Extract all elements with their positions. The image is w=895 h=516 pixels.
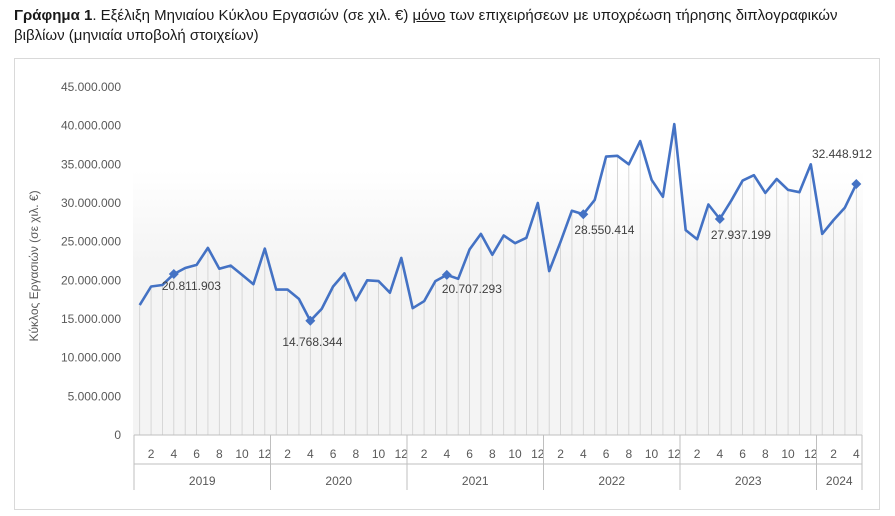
y-tick-label: 20.000.000 <box>61 273 121 287</box>
x-tick-label: 12 <box>668 447 682 461</box>
chart-caption: Γράφημα 1. Εξέλιξη Μηνιαίου Κύκλου Εργασ… <box>14 6 882 46</box>
x-tick-label: 8 <box>352 447 359 461</box>
series-line <box>138 122 858 323</box>
x-tick-label: 4 <box>853 447 860 461</box>
x-tick-label: 6 <box>603 447 610 461</box>
x-tick-label: 2 <box>421 447 428 461</box>
x-tick-label: 2 <box>557 447 564 461</box>
x-tick-label: 10 <box>508 447 522 461</box>
data-label: 14.768.344 <box>282 335 342 349</box>
x-tick-label: 8 <box>216 447 223 461</box>
data-label: 28.550.414 <box>574 223 634 237</box>
x-tick-label: 10 <box>645 447 659 461</box>
x-tick-label: 8 <box>762 447 769 461</box>
x-tick-label: 6 <box>193 447 200 461</box>
y-tick-label: 0 <box>114 428 121 442</box>
data-labels: 20.811.903 14.768.344 20.707.293 28.550.414… <box>162 147 873 349</box>
x-tick-label: 4 <box>716 447 723 461</box>
caption-underlined: μόνο <box>412 7 446 24</box>
y-tick-label: 45.000.000 <box>61 80 121 94</box>
year-label: 2024 <box>826 474 853 488</box>
data-point-marker <box>851 179 862 190</box>
x-tick-label: 6 <box>466 447 473 461</box>
data-label: 27.937.199 <box>711 228 771 242</box>
x-tick-label: 8 <box>489 447 496 461</box>
x-tick-label: 12 <box>258 447 272 461</box>
caption-part2: των επιχειρήσεων με υποχρέωση τήρησης δι… <box>14 7 838 44</box>
plot-background <box>133 170 863 435</box>
data-point-marker <box>305 315 316 326</box>
x-tick-label: 4 <box>170 447 177 461</box>
caption-prefix: Γράφημα 1 <box>14 7 93 24</box>
x-tick-label: 2 <box>148 447 155 461</box>
series-line-layer <box>138 122 862 326</box>
data-point-marker <box>168 269 179 280</box>
year-label: 2022 <box>598 474 625 488</box>
x-tick-label: 2 <box>830 447 837 461</box>
data-label: 20.707.293 <box>442 282 502 296</box>
year-label: 2019 <box>189 474 216 488</box>
x-tick-label: 12 <box>395 447 409 461</box>
x-tick-label: 12 <box>531 447 545 461</box>
x-tick-label: 12 <box>804 447 818 461</box>
data-label: 32.448.912 <box>812 147 872 161</box>
axes: 0 5.000.000 10.000.000 15.000.000 20.000.000… <box>27 80 863 490</box>
y-tick-label: 35.000.000 <box>61 157 121 171</box>
x-tick-label: 4 <box>443 447 450 461</box>
drop-lines <box>139 124 857 435</box>
x-tick-label: 8 <box>625 447 632 461</box>
data-point-marker <box>578 209 589 220</box>
year-label: 2023 <box>735 474 762 488</box>
y-axis-title: Κύκλος Εργασιών (σε χιλ. €) <box>27 190 41 341</box>
data-label: 20.811.903 <box>162 279 221 293</box>
y-tick-label: 15.000.000 <box>61 312 121 326</box>
caption-part1: . Εξέλιξη Μηνιαίου Κύκλου Εργασιών (σε χ… <box>92 7 413 24</box>
x-tick-label: 2 <box>284 447 291 461</box>
y-tick-label: 5.000.000 <box>68 389 122 403</box>
y-tick-label: 25.000.000 <box>61 235 121 249</box>
x-tick-label: 4 <box>580 447 587 461</box>
year-label: 2021 <box>462 474 489 488</box>
y-tick-label: 10.000.000 <box>61 351 121 365</box>
x-tick-label: 10 <box>372 447 386 461</box>
x-tick-label: 6 <box>739 447 746 461</box>
x-tick-label: 4 <box>307 447 314 461</box>
data-point-marker <box>441 269 452 280</box>
year-label: 2020 <box>325 474 352 488</box>
y-tick-label: 30.000.000 <box>61 196 121 210</box>
x-tick-label: 10 <box>781 447 795 461</box>
x-tick-label: 10 <box>235 447 249 461</box>
x-tick-label: 2 <box>694 447 701 461</box>
y-tick-label: 40.000.000 <box>61 119 121 133</box>
x-tick-label: 6 <box>330 447 337 461</box>
data-point-marker <box>714 213 725 224</box>
